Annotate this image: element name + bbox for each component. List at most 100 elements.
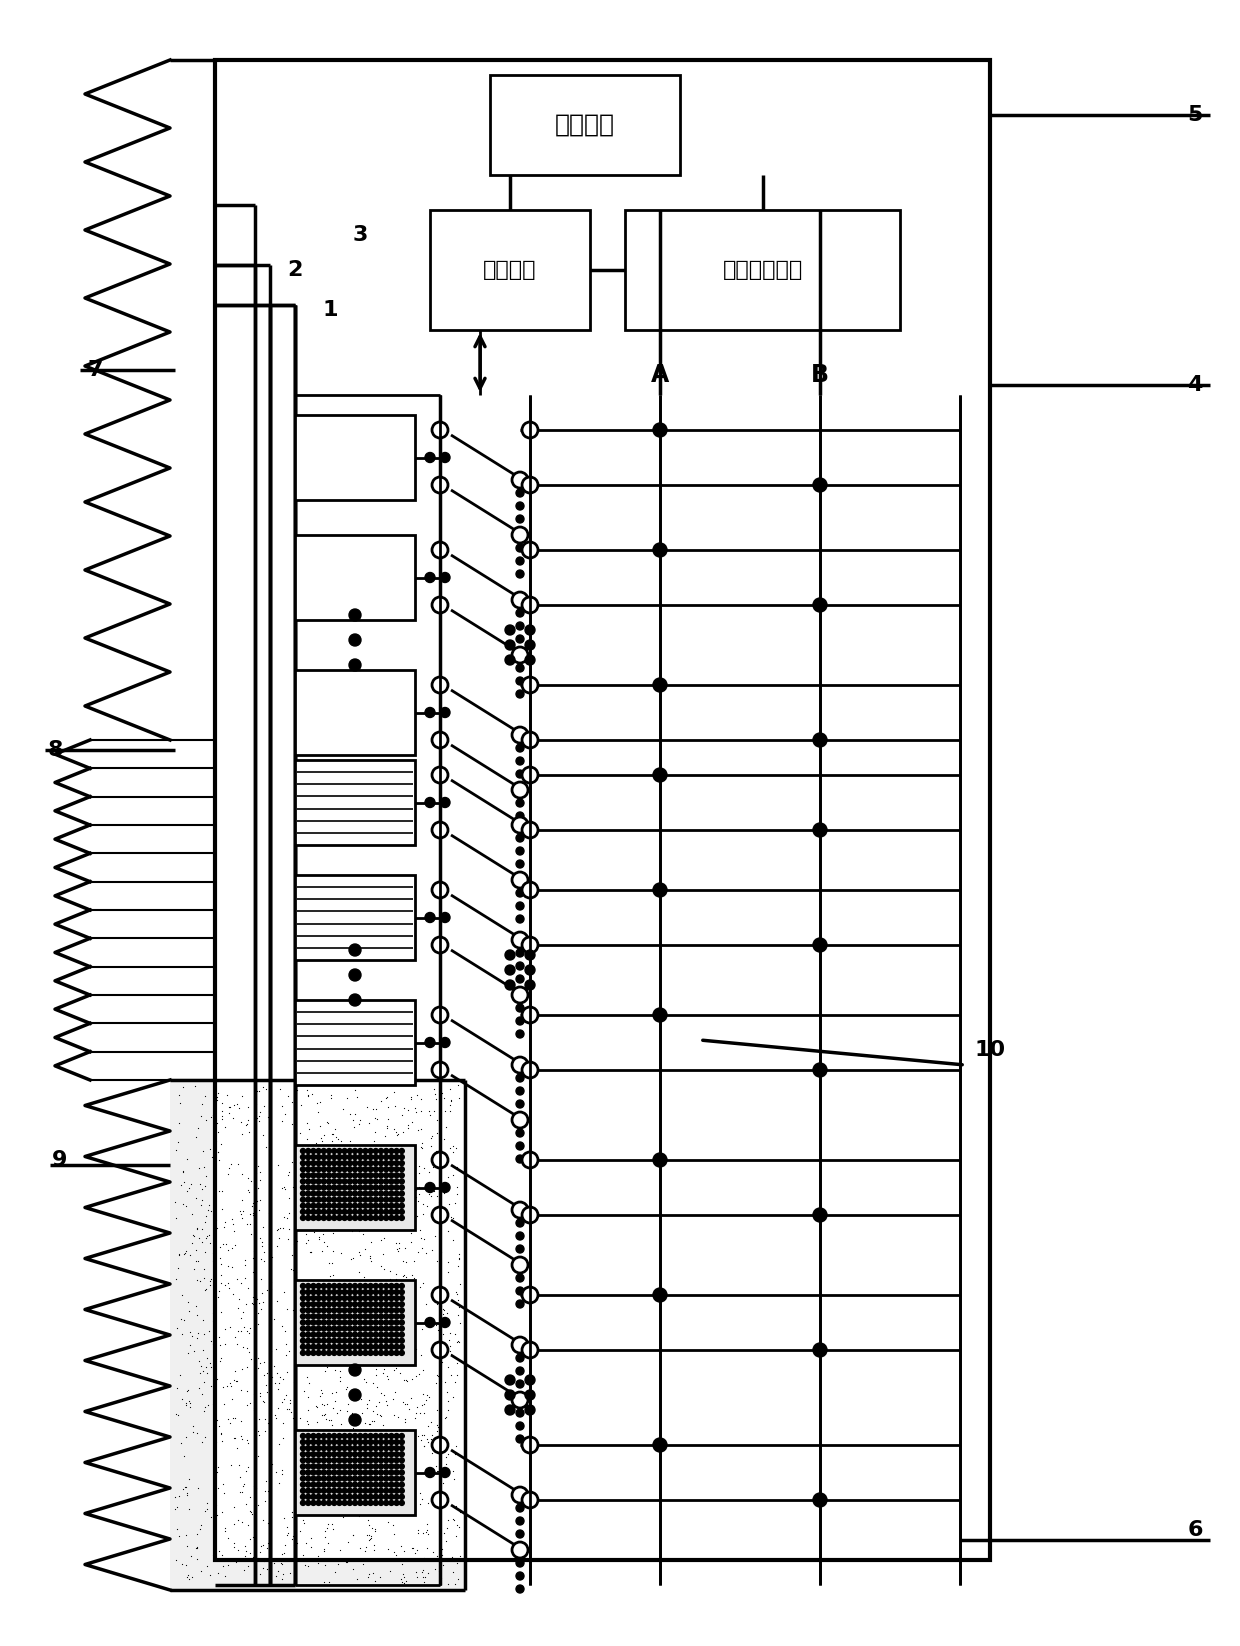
Point — [215, 1272, 234, 1299]
Circle shape — [316, 1295, 321, 1300]
Circle shape — [516, 489, 525, 497]
Point — [393, 1389, 413, 1416]
Circle shape — [311, 1154, 316, 1159]
Circle shape — [321, 1314, 326, 1318]
Point — [249, 1078, 269, 1104]
Circle shape — [368, 1179, 373, 1183]
Point — [197, 1490, 217, 1516]
Circle shape — [348, 994, 361, 1006]
Point — [444, 1467, 464, 1493]
Circle shape — [383, 1452, 388, 1457]
Point — [216, 1518, 236, 1544]
Point — [311, 1146, 331, 1172]
Point — [377, 1085, 397, 1111]
Circle shape — [378, 1197, 383, 1202]
Circle shape — [300, 1445, 305, 1450]
Circle shape — [306, 1284, 311, 1289]
Circle shape — [326, 1179, 331, 1183]
Circle shape — [311, 1185, 316, 1190]
Point — [249, 1290, 269, 1317]
Circle shape — [813, 1063, 827, 1076]
Circle shape — [311, 1289, 316, 1295]
Point — [244, 1473, 264, 1500]
Circle shape — [347, 1481, 352, 1488]
Point — [169, 1402, 188, 1429]
Circle shape — [321, 1154, 326, 1159]
Circle shape — [342, 1345, 347, 1350]
Circle shape — [525, 950, 534, 960]
Point — [399, 1396, 419, 1422]
Point — [201, 1104, 221, 1131]
Circle shape — [440, 1317, 450, 1328]
Point — [306, 1129, 326, 1155]
Point — [310, 1147, 330, 1174]
Point — [346, 1351, 366, 1378]
Point — [311, 1187, 331, 1213]
Point — [264, 1305, 284, 1332]
Point — [273, 1215, 293, 1241]
Point — [335, 1314, 355, 1340]
Circle shape — [316, 1314, 321, 1318]
Circle shape — [347, 1149, 352, 1154]
Point — [415, 1290, 435, 1317]
Circle shape — [352, 1203, 357, 1208]
Point — [176, 1552, 196, 1579]
Circle shape — [516, 677, 525, 685]
Point — [316, 1337, 336, 1363]
Point — [391, 1195, 410, 1221]
Point — [355, 1284, 374, 1310]
Point — [167, 1315, 187, 1341]
Point — [423, 1154, 443, 1180]
Point — [434, 1519, 454, 1546]
Point — [237, 1111, 257, 1137]
Point — [362, 1476, 382, 1503]
Circle shape — [363, 1197, 368, 1202]
Point — [248, 1419, 268, 1445]
Point — [242, 1346, 262, 1373]
Point — [208, 1559, 228, 1585]
Circle shape — [368, 1434, 373, 1439]
Point — [188, 1348, 208, 1374]
Circle shape — [332, 1295, 337, 1300]
Circle shape — [347, 1327, 352, 1332]
Point — [340, 1453, 360, 1480]
Point — [316, 1406, 336, 1432]
Point — [232, 1509, 252, 1536]
Point — [278, 1396, 298, 1422]
Point — [449, 1072, 469, 1098]
Circle shape — [383, 1185, 388, 1190]
Point — [320, 1262, 340, 1289]
Circle shape — [425, 1037, 435, 1047]
Point — [195, 1498, 215, 1524]
Point — [427, 1542, 446, 1569]
Point — [384, 1203, 404, 1230]
Point — [417, 1386, 436, 1412]
Circle shape — [316, 1215, 321, 1220]
Point — [166, 1547, 186, 1574]
Circle shape — [332, 1154, 337, 1159]
Circle shape — [516, 1142, 525, 1151]
Point — [293, 1208, 312, 1234]
Point — [394, 1095, 414, 1121]
Point — [190, 1516, 210, 1542]
Circle shape — [516, 798, 525, 807]
Point — [312, 1272, 332, 1299]
Point — [219, 1093, 239, 1119]
Point — [448, 1327, 467, 1353]
Point — [424, 1075, 444, 1101]
Circle shape — [348, 945, 361, 956]
Circle shape — [394, 1174, 399, 1179]
Circle shape — [505, 625, 515, 635]
Circle shape — [373, 1309, 378, 1314]
Circle shape — [357, 1160, 362, 1165]
Point — [348, 1463, 368, 1490]
Point — [180, 1318, 200, 1345]
Circle shape — [432, 767, 448, 783]
Point — [391, 1488, 410, 1514]
Point — [253, 1532, 273, 1559]
Circle shape — [373, 1179, 378, 1183]
Circle shape — [516, 1274, 525, 1282]
Point — [274, 1539, 294, 1565]
Point — [371, 1226, 391, 1253]
Circle shape — [368, 1350, 373, 1355]
